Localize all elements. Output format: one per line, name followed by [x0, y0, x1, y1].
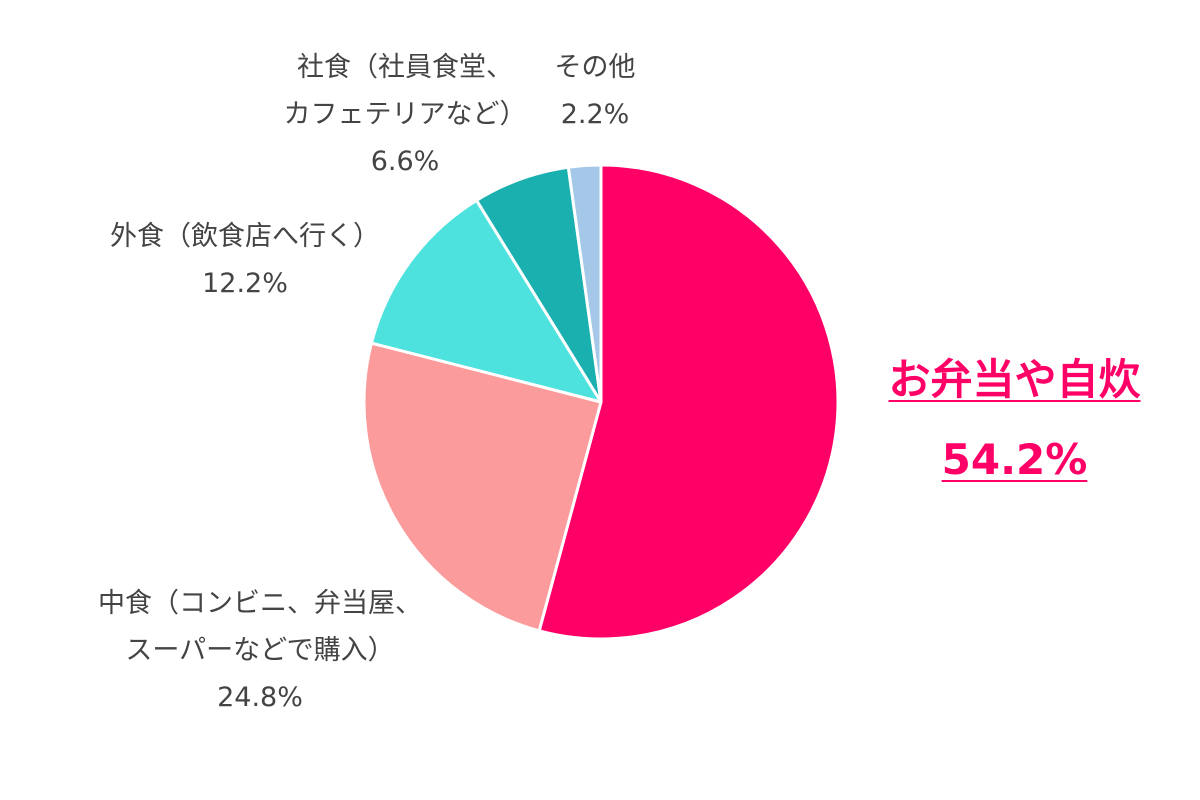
pie-slice-obento-jisui	[537, 163, 840, 641]
label-shashoku-value: 6.6%	[370, 146, 440, 177]
label-obento-jisui-value: 54.2%	[941, 435, 1088, 484]
label-gaishoku-value: 12.2%	[202, 268, 288, 299]
pie-slices	[362, 163, 840, 641]
label-sonota-value: 2.2%	[560, 99, 630, 130]
label-sonota: その他 2.2%	[530, 44, 660, 138]
label-shashoku: 社食（社員食堂、 カフェテリアなど） 6.6%	[255, 44, 555, 185]
label-shashoku-name-line1: 社食（社員食堂、	[297, 52, 513, 83]
label-gaishoku-name: 外食（飲食店へ行く）	[110, 221, 380, 252]
label-gaishoku: 外食（飲食店へ行く） 12.2%	[75, 213, 415, 307]
label-obento-jisui: お弁当や自炊 54.2%	[872, 340, 1157, 500]
label-nakashoku-value: 24.8%	[217, 682, 303, 713]
pie-slice-gaishoku	[369, 198, 603, 404]
pie-slice-nakashoku	[362, 341, 603, 633]
label-nakashoku: 中食（コンビニ、弁当屋、 スーパーなどで購入） 24.8%	[70, 580, 450, 721]
label-nakashoku-name-line2: スーパーなどで購入）	[125, 635, 395, 666]
label-obento-jisui-name: お弁当や自炊	[888, 355, 1141, 404]
label-shashoku-name-line2: カフェテリアなど）	[283, 99, 527, 130]
label-sonota-name: その他	[554, 52, 636, 83]
label-nakashoku-name-line1: 中食（コンビニ、弁当屋、	[98, 588, 422, 619]
pie-slice-sonota	[566, 163, 603, 404]
